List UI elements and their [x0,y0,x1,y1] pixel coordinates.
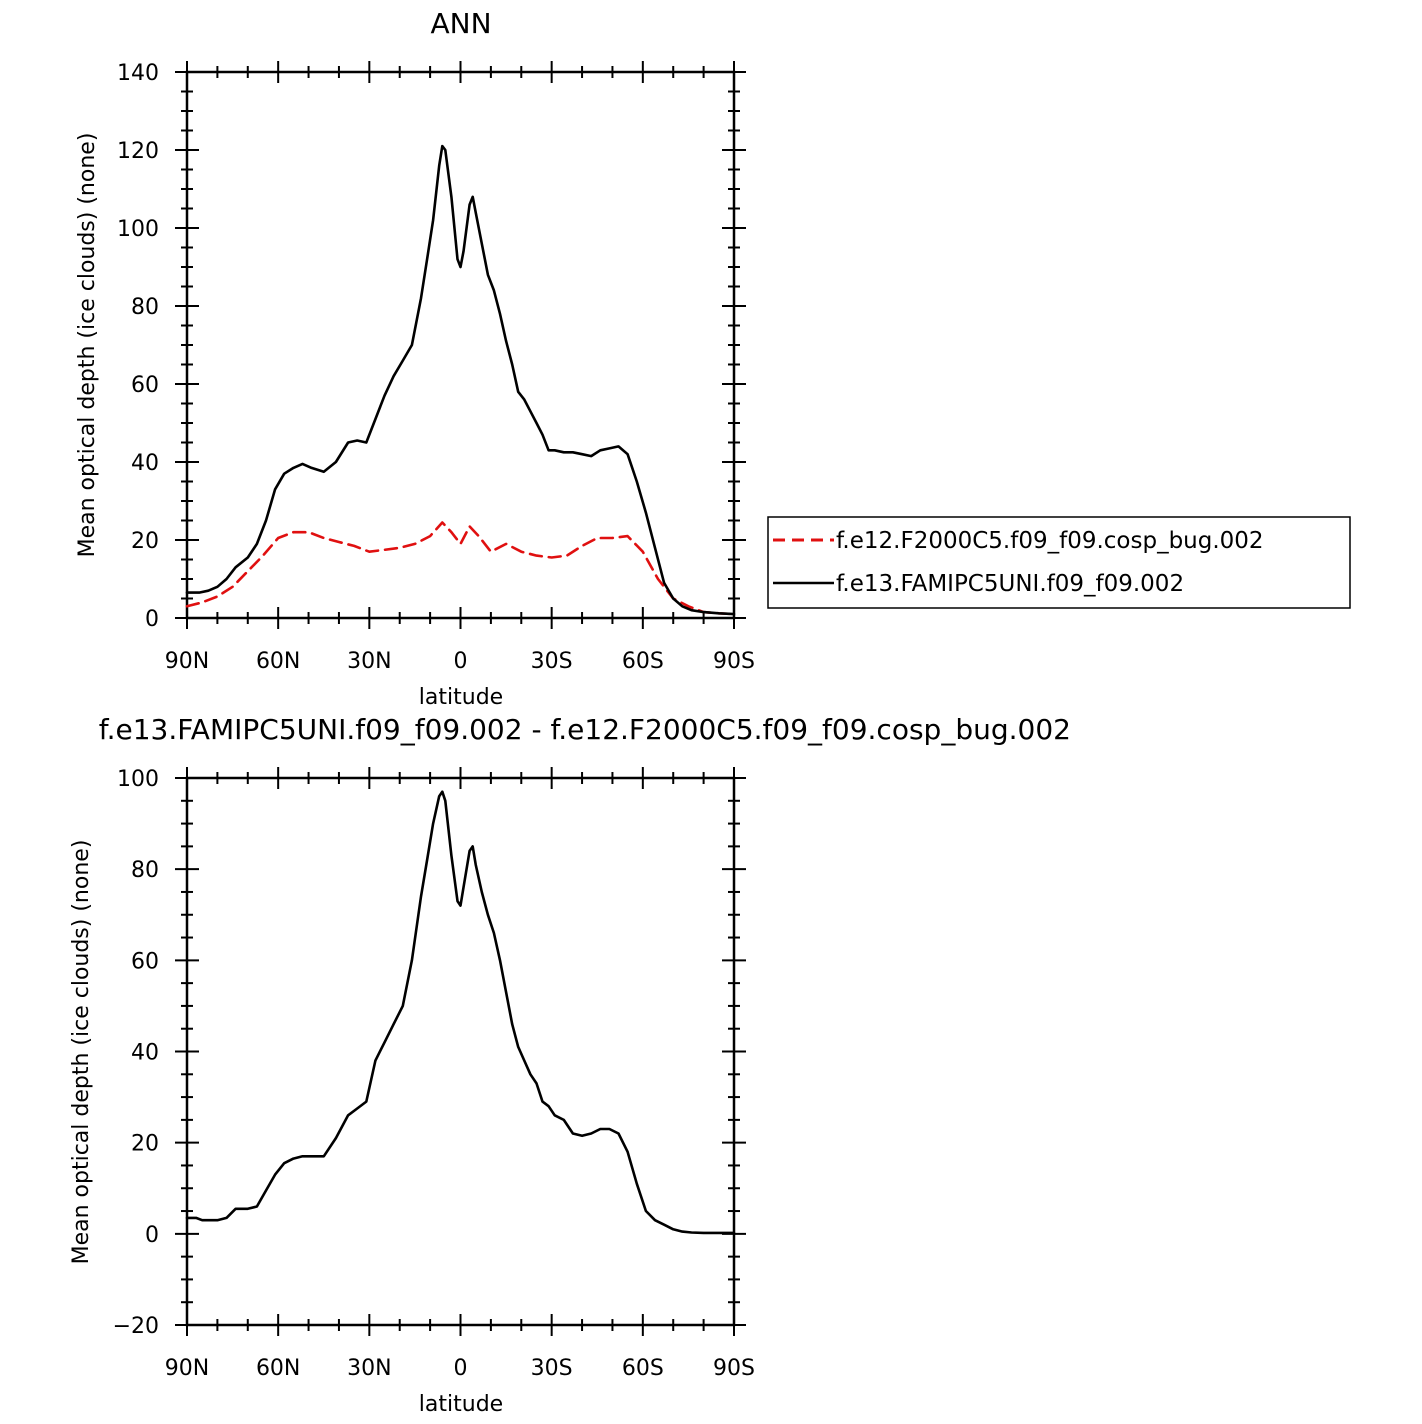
top-y-tick-label: 20 [131,529,159,554]
bottom-x-tick-label: 0 [454,1356,468,1381]
bottom-y-tick-label: 100 [117,767,159,792]
bottom-x-tick-label: 30N [347,1356,391,1381]
top-y-tick-label: 120 [117,139,159,164]
top-y-tick-label: 100 [117,217,159,242]
bottom-y-axis-label: Mean optical depth (ice clouds) (none) [69,840,94,1265]
top-axes-ticks: 90N 60N 30N 0 30S 60S 90S 0 20 40 60 80 100 120 140 [117,61,755,674]
bottom-x-tick-label: 90N [165,1356,209,1381]
top-x-axis-label: latitude [419,685,503,710]
bottom-y-tick-label: 60 [131,949,159,974]
bottom-panel: f.e13.FAMIPC5UNI.f09_f09.002 - f.e12.F20… [69,713,1071,1417]
bottom-y-tick-label: 20 [131,1132,159,1157]
top-x-tick-label: 90S [713,649,755,674]
top-y-tick-label: 60 [131,373,159,398]
bottom-y-tick-label: 0 [145,1223,159,1248]
bottom-series-line-0 [185,790,736,1235]
top-series-group [185,144,736,616]
top-series-line-1 [185,144,736,616]
top-panel-title: ANN [430,7,491,40]
top-x-tick-label: 0 [454,649,468,674]
top-x-tick-label: 60S [622,649,664,674]
top-series-line-0 [185,521,736,616]
top-panel: ANN 90N 60N 30N 0 30S 60S 90S 0 20 40 60 80 100 120 14… [75,7,755,710]
legend-label-cosp-bug: f.e12.F2000C5.f09_f09.cosp_bug.002 [836,528,1264,554]
top-x-tick-label: 30N [347,649,391,674]
bottom-panel-title: f.e13.FAMIPC5UNI.f09_f09.002 - f.e12.F20… [99,713,1071,746]
legend-label-famipc5uni: f.e13.FAMIPC5UNI.f09_f09.002 [836,571,1184,597]
bottom-plot-frame [185,776,736,1327]
bottom-y-tick-label: −20 [113,1314,159,1339]
top-y-tick-label: 0 [145,607,159,632]
bottom-x-tick-label: 60N [256,1356,300,1381]
bottom-y-tick-label: 80 [131,858,159,883]
top-x-tick-label: 60N [256,649,300,674]
top-x-tick-label: 30S [531,649,573,674]
bottom-x-tick-label: 90S [713,1356,755,1381]
bottom-x-tick-label: 30S [531,1356,573,1381]
bottom-axes-ticks: 90N 60N 30N 0 30S 60S 90S −20 0 20 40 60 80 100 [113,767,755,1381]
top-y-tick-label: 80 [131,295,159,320]
bottom-y-tick-label: 40 [131,1041,159,1066]
top-y-tick-label: 140 [117,61,159,86]
top-y-tick-label: 40 [131,451,159,476]
top-y-axis-label: Mean optical depth (ice clouds) (none) [75,133,100,558]
bottom-x-tick-label: 60S [622,1356,664,1381]
legend: f.e12.F2000C5.f09_f09.cosp_bug.002 f.e13… [767,516,1351,609]
legend-box [767,516,1351,609]
bottom-series-group [185,790,736,1235]
bottom-x-axis-label: latitude [419,1392,503,1417]
top-x-tick-label: 90N [165,649,209,674]
